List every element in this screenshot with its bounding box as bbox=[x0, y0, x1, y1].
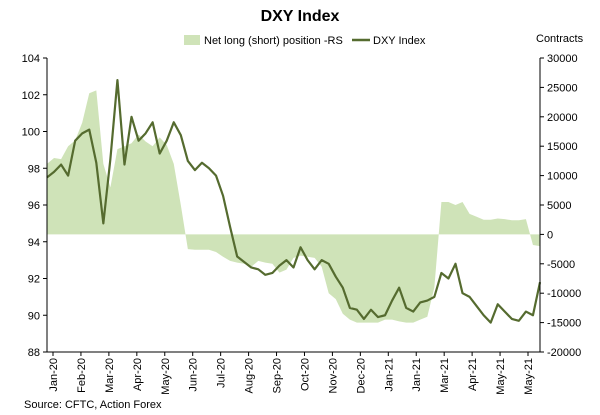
chart-title: DXY Index bbox=[261, 8, 340, 25]
left-tick-label: 100 bbox=[22, 127, 40, 139]
right-tick-label: 20000 bbox=[547, 112, 578, 124]
legend-label-dxy: DXY Index bbox=[373, 35, 426, 47]
x-axis-ticks: Jan-20 Feb-20 Mar-20 Apr-20 May-20 Jun-20 Jul-… bbox=[48, 352, 535, 395]
x-tick-label: Jul-20 bbox=[216, 358, 228, 388]
legend-label-net-position: Net long (short) position -RS bbox=[204, 35, 343, 47]
left-tick-label: 104 bbox=[22, 53, 40, 65]
x-tick-label: Jun-20 bbox=[188, 358, 200, 392]
right-tick-label: -15000 bbox=[547, 318, 581, 330]
left-tick-label: 96 bbox=[28, 200, 40, 212]
x-tick-label: May-21 bbox=[495, 358, 507, 395]
dxy-line-layer bbox=[46, 78, 542, 324]
right-tick-label: -5000 bbox=[547, 259, 575, 271]
left-tick-label: 102 bbox=[22, 90, 40, 102]
x-tick-label: Mar-21 bbox=[439, 358, 451, 393]
left-tick-label: 90 bbox=[28, 310, 40, 322]
legend: Net long (short) position -RS DXY Index bbox=[184, 35, 426, 47]
dxy-line bbox=[46, 78, 542, 324]
left-tick-label: 88 bbox=[28, 347, 40, 359]
x-tick-label: Oct-20 bbox=[299, 358, 311, 391]
net-position-area-layer bbox=[47, 90, 540, 323]
left-tick-label: 92 bbox=[28, 274, 40, 286]
x-tick-label: May-21 bbox=[523, 358, 535, 395]
x-tick-label: Apr-21 bbox=[467, 358, 479, 391]
right-tick-label: 0 bbox=[547, 229, 553, 241]
x-tick-label: Mar-20 bbox=[104, 358, 116, 393]
left-tick-label: 94 bbox=[28, 237, 40, 249]
x-tick-label: Apr-20 bbox=[132, 358, 144, 391]
right-tick-label: -10000 bbox=[547, 288, 581, 300]
right-axis-label: Contracts bbox=[536, 33, 584, 45]
x-tick-label: May-20 bbox=[160, 358, 172, 395]
right-tick-label: 30000 bbox=[547, 53, 578, 65]
source-note: Source: CFTC, Action Forex bbox=[24, 399, 162, 411]
x-tick-label: Jan-21 bbox=[383, 358, 395, 392]
left-axis-ticks: 88 90 92 94 96 98 100 102 104 bbox=[22, 53, 47, 359]
legend-swatch-net-position bbox=[184, 35, 200, 45]
x-tick-label: Feb-20 bbox=[76, 358, 88, 393]
net-position-area bbox=[47, 90, 540, 323]
x-tick-label: Aug-20 bbox=[244, 358, 256, 393]
x-tick-label: Sep-20 bbox=[272, 358, 284, 393]
right-tick-label: 15000 bbox=[547, 141, 578, 153]
left-tick-label: 98 bbox=[28, 163, 40, 175]
x-tick-label: Dec-20 bbox=[355, 358, 367, 393]
x-tick-label: Jan-21 bbox=[411, 358, 423, 392]
right-tick-label: 10000 bbox=[547, 171, 578, 183]
right-axis-ticks: -20000 -15000 -10000 -5000 0 5000 10000 15000 20… bbox=[540, 53, 581, 359]
right-tick-label: 25000 bbox=[547, 82, 578, 94]
x-tick-label: Jan-20 bbox=[48, 358, 60, 392]
right-tick-label: 5000 bbox=[547, 200, 571, 212]
right-tick-label: -20000 bbox=[547, 347, 581, 359]
x-tick-label: Nov-20 bbox=[327, 358, 339, 393]
